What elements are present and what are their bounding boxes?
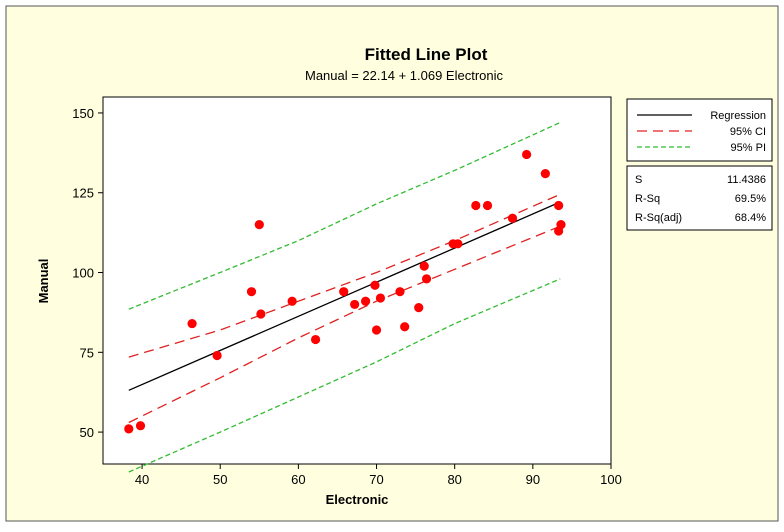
pi-upper-line bbox=[128, 121, 561, 310]
pi-lower-line bbox=[128, 278, 561, 473]
data-point bbox=[540, 168, 550, 179]
legend-regression-label: Regression bbox=[710, 110, 766, 122]
data-point bbox=[375, 293, 386, 303]
data-points bbox=[124, 149, 566, 434]
y-tick-label: 100 bbox=[72, 266, 94, 281]
data-point bbox=[371, 325, 382, 335]
data-point bbox=[556, 220, 566, 230]
data-point bbox=[453, 239, 463, 249]
data-point bbox=[212, 350, 222, 361]
stat-s-value: 11.4386 bbox=[727, 174, 766, 186]
data-point bbox=[246, 287, 257, 297]
data-point bbox=[124, 424, 134, 434]
data-point bbox=[254, 220, 264, 230]
x-tick-label: 50 bbox=[213, 472, 227, 487]
y-axis-label: Manual bbox=[36, 259, 51, 304]
data-point bbox=[187, 318, 197, 329]
y-tick-label: 75 bbox=[80, 345, 94, 360]
data-point bbox=[339, 287, 349, 297]
chart-title: Fitted Line Plot bbox=[365, 45, 488, 64]
data-point bbox=[370, 280, 380, 290]
x-tick-label: 100 bbox=[600, 472, 622, 487]
x-tick-label: 70 bbox=[369, 472, 383, 487]
chart-subtitle: Manual = 22.14 + 1.069 Electronic bbox=[305, 68, 504, 83]
data-point bbox=[521, 149, 532, 160]
legend: Regression 95% CI 95% PI bbox=[626, 98, 773, 162]
x-axis-label: Electronic bbox=[326, 492, 389, 507]
stat-rsq-adj-value: 68.4% bbox=[735, 212, 766, 224]
data-point bbox=[350, 299, 360, 310]
data-point bbox=[414, 303, 424, 313]
legend-ci-label: 95% CI bbox=[730, 126, 766, 138]
data-point bbox=[395, 287, 405, 297]
stats-box bbox=[626, 165, 773, 231]
x-tick-label: 90 bbox=[526, 472, 540, 487]
y-tick-label: 150 bbox=[72, 106, 94, 121]
data-point bbox=[256, 309, 266, 319]
legend-box bbox=[626, 98, 773, 162]
x-tick-label: 40 bbox=[135, 472, 149, 487]
data-point bbox=[287, 296, 297, 306]
data-point bbox=[507, 213, 518, 223]
data-point bbox=[482, 200, 493, 211]
data-point bbox=[554, 200, 564, 211]
data-point bbox=[360, 296, 371, 306]
plot-area bbox=[102, 96, 612, 465]
data-point bbox=[310, 334, 321, 345]
x-axis-ticks: 40 50 60 70 80 90 100 bbox=[135, 464, 622, 487]
stat-rsq-value: 69.5% bbox=[735, 193, 766, 205]
stat-rsq-adj-label: R-Sq(adj) bbox=[635, 212, 682, 224]
data-point bbox=[421, 274, 432, 284]
y-tick-label: 50 bbox=[80, 425, 94, 440]
data-point bbox=[471, 200, 481, 211]
x-tick-label: 80 bbox=[447, 472, 461, 487]
stats-table: S 11.4386 R-Sq 69.5% R-Sq(adj) 68.4% bbox=[626, 165, 773, 231]
data-point bbox=[419, 261, 429, 271]
y-axis-ticks: 50 75 100 125 150 bbox=[72, 106, 103, 440]
data-point bbox=[400, 322, 410, 332]
ci-lower-line bbox=[128, 225, 561, 424]
stat-s-label: S bbox=[635, 174, 642, 186]
x-tick-label: 60 bbox=[291, 472, 305, 487]
legend-pi-label: 95% PI bbox=[731, 142, 766, 154]
data-point bbox=[135, 421, 146, 431]
stat-rsq-label: R-Sq bbox=[635, 193, 660, 205]
y-tick-label: 125 bbox=[72, 186, 94, 201]
